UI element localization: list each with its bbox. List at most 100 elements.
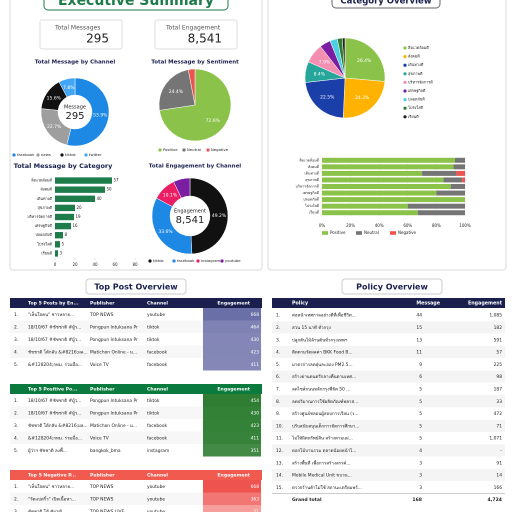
table-cell: 18/10/67 #ชัชชาติ #ผู้ว...	[28, 337, 81, 343]
table-cell: สร้างพื้นที่ เพื่อการสร้างสรรค์...	[292, 459, 351, 466]
chart-title: Category Overview	[340, 0, 431, 7]
y-tick-label: สิ่งแวดล้อมดี	[31, 178, 53, 183]
table-row	[10, 320, 262, 333]
table-cell: facebook	[147, 423, 168, 429]
table-cell: 6	[419, 374, 422, 380]
bar	[55, 213, 74, 221]
table-cell: 166	[494, 485, 503, 491]
slice-label: 24.4%	[169, 89, 184, 95]
x-tick-label: 0	[54, 262, 57, 267]
legend-label: บริหารจัดการดี	[408, 79, 433, 84]
table-cell: 454	[251, 398, 260, 404]
table-row	[10, 345, 262, 358]
table-cell: ปรับสนับสนุนเด็กการจัดการศึกษา...	[292, 421, 359, 429]
chart-title: Total Message by Category	[14, 162, 113, 170]
legend-label: ปลอดภัยดี	[408, 97, 425, 102]
table-cell: "เห็นใจคน" ชาวหลาย...	[28, 310, 74, 318]
table-row	[10, 358, 262, 371]
legend-label: เรียนดี	[408, 114, 419, 119]
row-index: 13.	[276, 460, 283, 466]
row-index: 2.	[14, 496, 18, 502]
table-cell: Mobile Medical Unit ขบวน...	[292, 473, 352, 479]
bar-segment	[443, 177, 463, 183]
legend-swatch	[158, 148, 162, 152]
legend-swatch	[403, 55, 407, 59]
section-title: Policy Overview	[356, 283, 428, 292]
legend-swatch	[356, 231, 362, 235]
row-index: 12.	[276, 448, 283, 454]
table-cell: facebook	[147, 362, 168, 368]
bar-segment	[422, 170, 457, 176]
table-row	[10, 406, 262, 419]
slice-label: 22.7%	[47, 124, 62, 130]
legend-swatch	[403, 80, 407, 84]
center-label: Message	[64, 105, 86, 111]
table-cell: facebook	[147, 349, 168, 355]
table-cell: youtube	[147, 496, 165, 502]
table-cell: 4	[419, 448, 422, 454]
table-cell: 1,071	[489, 436, 502, 442]
pie-slice	[187, 68, 196, 106]
bar-label: 19	[76, 214, 82, 219]
value-cell	[203, 419, 261, 432]
section-title: Top Post Overview	[94, 283, 178, 292]
table-cell: Voice TV	[90, 362, 109, 368]
row-index: 2.	[276, 325, 280, 331]
table-cell: 351	[251, 448, 260, 454]
y-tick-label: เดินทางดี	[37, 196, 53, 201]
y-tick-label: โปร่งใสดี	[37, 241, 53, 246]
legend-swatch	[220, 259, 224, 263]
y-tick-label: สุขภาพดี	[37, 205, 52, 211]
legend-swatch	[390, 231, 396, 235]
legend-label: facebook	[177, 258, 195, 263]
y-tick-label: สังคมดี	[40, 187, 52, 192]
row-index: 14.	[276, 473, 283, 479]
legend-swatch	[206, 148, 210, 152]
table-cell: ต่อหน้าเทศกาลอย่างดีที่เพื่อชีวิต...	[292, 312, 356, 319]
table-row	[10, 505, 262, 512]
table-cell: 182	[494, 325, 503, 331]
table-cell: 21	[253, 509, 259, 512]
table-cell: สร้างศูนย์ชลอนผู้สอบการเรียน (ร...	[292, 411, 359, 417]
kpi-card	[154, 19, 238, 50]
table-row	[10, 333, 262, 346]
row-index: 3.	[14, 337, 18, 343]
row-index: 4.	[14, 435, 18, 441]
bar	[55, 222, 71, 230]
table-cell: TOP NEWS	[89, 496, 114, 502]
table-cell: 5	[419, 411, 422, 417]
bar-segment	[462, 177, 465, 183]
row-index: 9.	[276, 411, 280, 417]
bar-segment	[407, 203, 465, 209]
legend-swatch	[148, 259, 152, 263]
table-cell: Pongpun Intuksana Pr	[90, 324, 138, 330]
column-header: Publisher	[90, 387, 115, 393]
table-row	[10, 394, 262, 407]
bar	[55, 186, 105, 193]
table-cell: 33	[496, 399, 502, 405]
table-cell: 11	[416, 350, 422, 356]
table-cell: 44	[416, 313, 422, 319]
table-cell: tiktok	[147, 324, 160, 330]
category-title-box	[331, 0, 441, 9]
slice-label: 33.6%	[158, 229, 173, 235]
column-header: Top 5 Posts by En...	[28, 301, 79, 307]
table-row	[10, 492, 262, 505]
column-header: Channel	[147, 387, 168, 393]
table-row	[10, 419, 262, 432]
chart-title: Total Engagement by Channel	[149, 164, 242, 170]
table-cell: ชัชชาติ โต้กลับ &#8216;ผล...	[28, 422, 88, 429]
table-header	[10, 298, 262, 308]
table-cell: Voice TV	[90, 435, 109, 441]
bar-segment	[322, 203, 408, 209]
bar-segment	[322, 197, 465, 203]
row-index: 1.	[14, 484, 18, 490]
table-cell: facebook	[147, 435, 168, 441]
table-row	[272, 444, 505, 457]
column-header: Engagement	[217, 387, 250, 393]
kpi-label: Total Messages	[54, 25, 100, 32]
bar-label: 5	[62, 241, 65, 246]
bar-segment	[436, 190, 465, 196]
table-cell: มาตรการลดฝุ่นละออง PM2.5...	[292, 362, 353, 368]
slice-label: 10.1%	[163, 193, 178, 199]
